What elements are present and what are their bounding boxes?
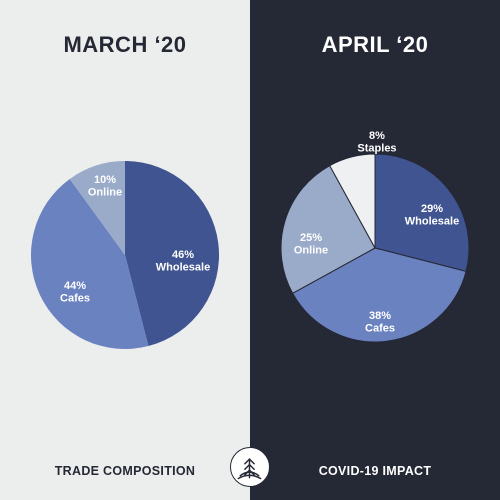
- pie-slice-wholesale: [374, 153, 470, 272]
- covid-impact-label: COVID-19 IMPACT: [318, 464, 432, 478]
- slice-label-online: 25% Online: [294, 232, 328, 257]
- march-pie-chart: 46% Wholesale 44% Cafes 10% Online: [30, 161, 220, 350]
- pie-slice-online: [280, 164, 376, 294]
- april-title: APRIL ‘20: [321, 32, 429, 57]
- april-panel: APRIL ‘20 29% Wholesale 38% Cafes 25% Online 8…: [250, 0, 500, 500]
- pie-slice-wholesale: [125, 161, 220, 347]
- pie-slice-cafes: [30, 178, 149, 350]
- march-panel: MARCH ‘20 46% Wholesale 44% Cafes 10% Online …: [0, 0, 250, 500]
- pie-slice-cafes: [291, 247, 467, 343]
- pie-slice-staples: [329, 153, 376, 249]
- march-title: MARCH ‘20: [63, 32, 187, 57]
- slice-label-wholesale: 46% Wholesale: [156, 249, 210, 274]
- pie-slice-online: [69, 161, 125, 255]
- trade-composition-label: TRADE COMPOSITION: [54, 464, 196, 478]
- april-pie-chart: 29% Wholesale 38% Cafes 25% Online 8% Staples: [280, 130, 470, 343]
- slice-label-staples: 8% Staples: [357, 130, 396, 155]
- slice-label-wholesale: 29% Wholesale: [405, 203, 459, 228]
- leaf-sprout-icon: [230, 447, 270, 487]
- slice-label-online: 10% Online: [88, 174, 122, 199]
- slice-label-cafes: 44% Cafes: [60, 280, 90, 305]
- slice-label-cafes: 38% Cafes: [365, 310, 395, 335]
